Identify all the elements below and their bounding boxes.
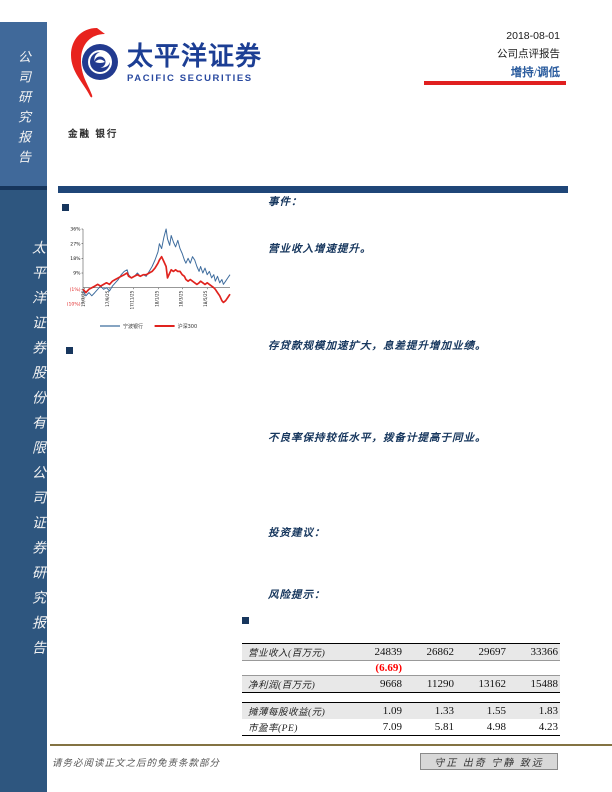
sidebar-bottom-label: 太平洋证券股份有限公司证券研究报告 xyxy=(30,240,45,665)
section-bullet-icon xyxy=(62,204,69,211)
table-cell xyxy=(456,692,508,703)
footer-disclaimer: 请务必阅读正文之后的免责条款部分 xyxy=(52,759,221,769)
table-row xyxy=(242,692,560,703)
table-row: 净利润(百万元) 9668 11290 13162 15488 xyxy=(242,675,560,693)
brand-name-en: PACIFIC SECURITIES xyxy=(127,73,253,84)
table-cell: 29697 xyxy=(456,643,508,661)
table-cell: 7.09 xyxy=(352,719,404,736)
series-line-1 xyxy=(82,255,231,304)
brand-name-cn: 太平洋证券 xyxy=(127,41,263,71)
legend-label-1: 沪深300 xyxy=(178,323,198,330)
table-cell: 24839 xyxy=(352,643,404,661)
sidebar-bottom-segment: 太平洋证券股份有限公司证券研究报告 xyxy=(0,186,47,792)
y-tick-label: (10%) xyxy=(67,302,81,308)
table-cell: 1.33 xyxy=(404,702,456,719)
table-cell: 4.98 xyxy=(456,719,508,736)
table-cell: 9668 xyxy=(352,675,404,693)
table-cell: 33366 xyxy=(508,643,560,661)
legend-label-0: 宁波银行 xyxy=(123,323,143,330)
y-tick-label: 27% xyxy=(70,241,81,247)
x-tick-label: 18/1/25 xyxy=(154,290,159,306)
section-heading-deposits: 存贷款规模加速扩大，息差提升增加业绩。 xyxy=(268,341,487,352)
section-heading-risk: 风险提示： xyxy=(268,590,326,601)
rating-underline xyxy=(424,81,566,85)
footer-motto-badge: 守正 出奇 宁静 致远 xyxy=(420,753,558,770)
section-heading-event: 事件： xyxy=(268,197,303,208)
financial-summary-table: 营业收入(百万元) 24839 26862 29697 33366 (6.69) 净利润(百… xyxy=(242,643,560,736)
table-cell: 1.83 xyxy=(508,702,560,719)
section-heading-advice: 投资建议： xyxy=(268,528,326,539)
report-meta: 2018-08-01 公司点评报告 增持/调低 xyxy=(497,30,560,80)
y-tick-label: (1%) xyxy=(70,287,81,293)
table-cell: 11290 xyxy=(404,675,456,693)
table-cell xyxy=(456,660,508,676)
section-bullet-icon xyxy=(242,617,249,624)
section-bullet-icon xyxy=(66,347,73,354)
row-label: 营业收入(百万元) xyxy=(242,643,352,661)
brand-text: 太平洋证券 PACIFIC SECURITIES xyxy=(127,42,262,84)
x-tick-label: 17/11/25 xyxy=(130,290,135,309)
table-cell xyxy=(404,660,456,676)
pacific-securities-logo-icon xyxy=(71,28,118,98)
table-cell: 15488 xyxy=(508,675,560,693)
table-row: 市盈率(PE) 7.09 5.81 4.98 4.23 xyxy=(242,719,560,736)
row-label: 净利润(百万元) xyxy=(242,675,352,693)
series-line-0 xyxy=(82,228,231,297)
table-cell: (6.69) xyxy=(352,660,404,676)
x-tick-label: 17/9/25 xyxy=(105,290,110,306)
report-date: 2018-08-01 xyxy=(506,30,560,42)
table-row: 营业收入(百万元) 24839 26862 29697 33366 xyxy=(242,643,560,661)
table-cell: 5.81 xyxy=(404,719,456,736)
rating-label: 增持/调低 xyxy=(510,67,560,79)
section-heading-revenue: 营业收入增速提升。 xyxy=(268,244,372,255)
table-cell xyxy=(352,692,404,703)
y-tick-label: 36% xyxy=(70,227,81,233)
table-cell: 4.23 xyxy=(508,719,560,736)
x-tick-label: 17/7/25 xyxy=(81,290,86,306)
sidebar-top-segment: 公司研究报告 xyxy=(0,22,47,186)
row-label: 市盈率(PE) xyxy=(242,719,352,736)
header-divider-bar xyxy=(58,186,568,193)
table-row: 摊薄每股收益(元) 1.09 1.33 1.55 1.83 xyxy=(242,702,560,719)
table-cell xyxy=(508,692,560,703)
table-cell xyxy=(508,660,560,676)
report-type: 公司点评报告 xyxy=(497,49,560,60)
table-row: (6.69) xyxy=(242,660,560,676)
company-logo: 太平洋证券 PACIFIC SECURITIES xyxy=(63,21,261,105)
table-cell: 1.55 xyxy=(456,702,508,719)
sidebar-top-label: 公司研究报告 xyxy=(16,50,31,170)
table-cell: 1.09 xyxy=(352,702,404,719)
row-label xyxy=(242,660,352,676)
footer-rule xyxy=(50,744,612,746)
row-label xyxy=(242,692,352,703)
table-cell: 13162 xyxy=(456,675,508,693)
x-tick-label: 18/3/25 xyxy=(179,290,184,306)
section-heading-npl: 不良率保持较低水平，拨备计提高于同业。 xyxy=(268,433,487,444)
stock-performance-chart: 36% 27% 18% 9% (1%) (10%) 17/7/25 17/9/25 17/11/… xyxy=(62,223,238,343)
performance-chart-svg: 36% 27% 18% 9% (1%) (10%) 17/7/25 17/9/25 17/11/… xyxy=(67,227,231,330)
y-tick-label: 18% xyxy=(70,256,81,262)
row-label: 摊薄每股收益(元) xyxy=(242,702,352,719)
y-tick-label: 9% xyxy=(73,271,81,277)
table-cell xyxy=(404,692,456,703)
x-tick-label: 18/5/25 xyxy=(203,290,208,306)
industry-tags: 金融 银行 xyxy=(68,130,119,140)
table-cell: 26862 xyxy=(404,643,456,661)
